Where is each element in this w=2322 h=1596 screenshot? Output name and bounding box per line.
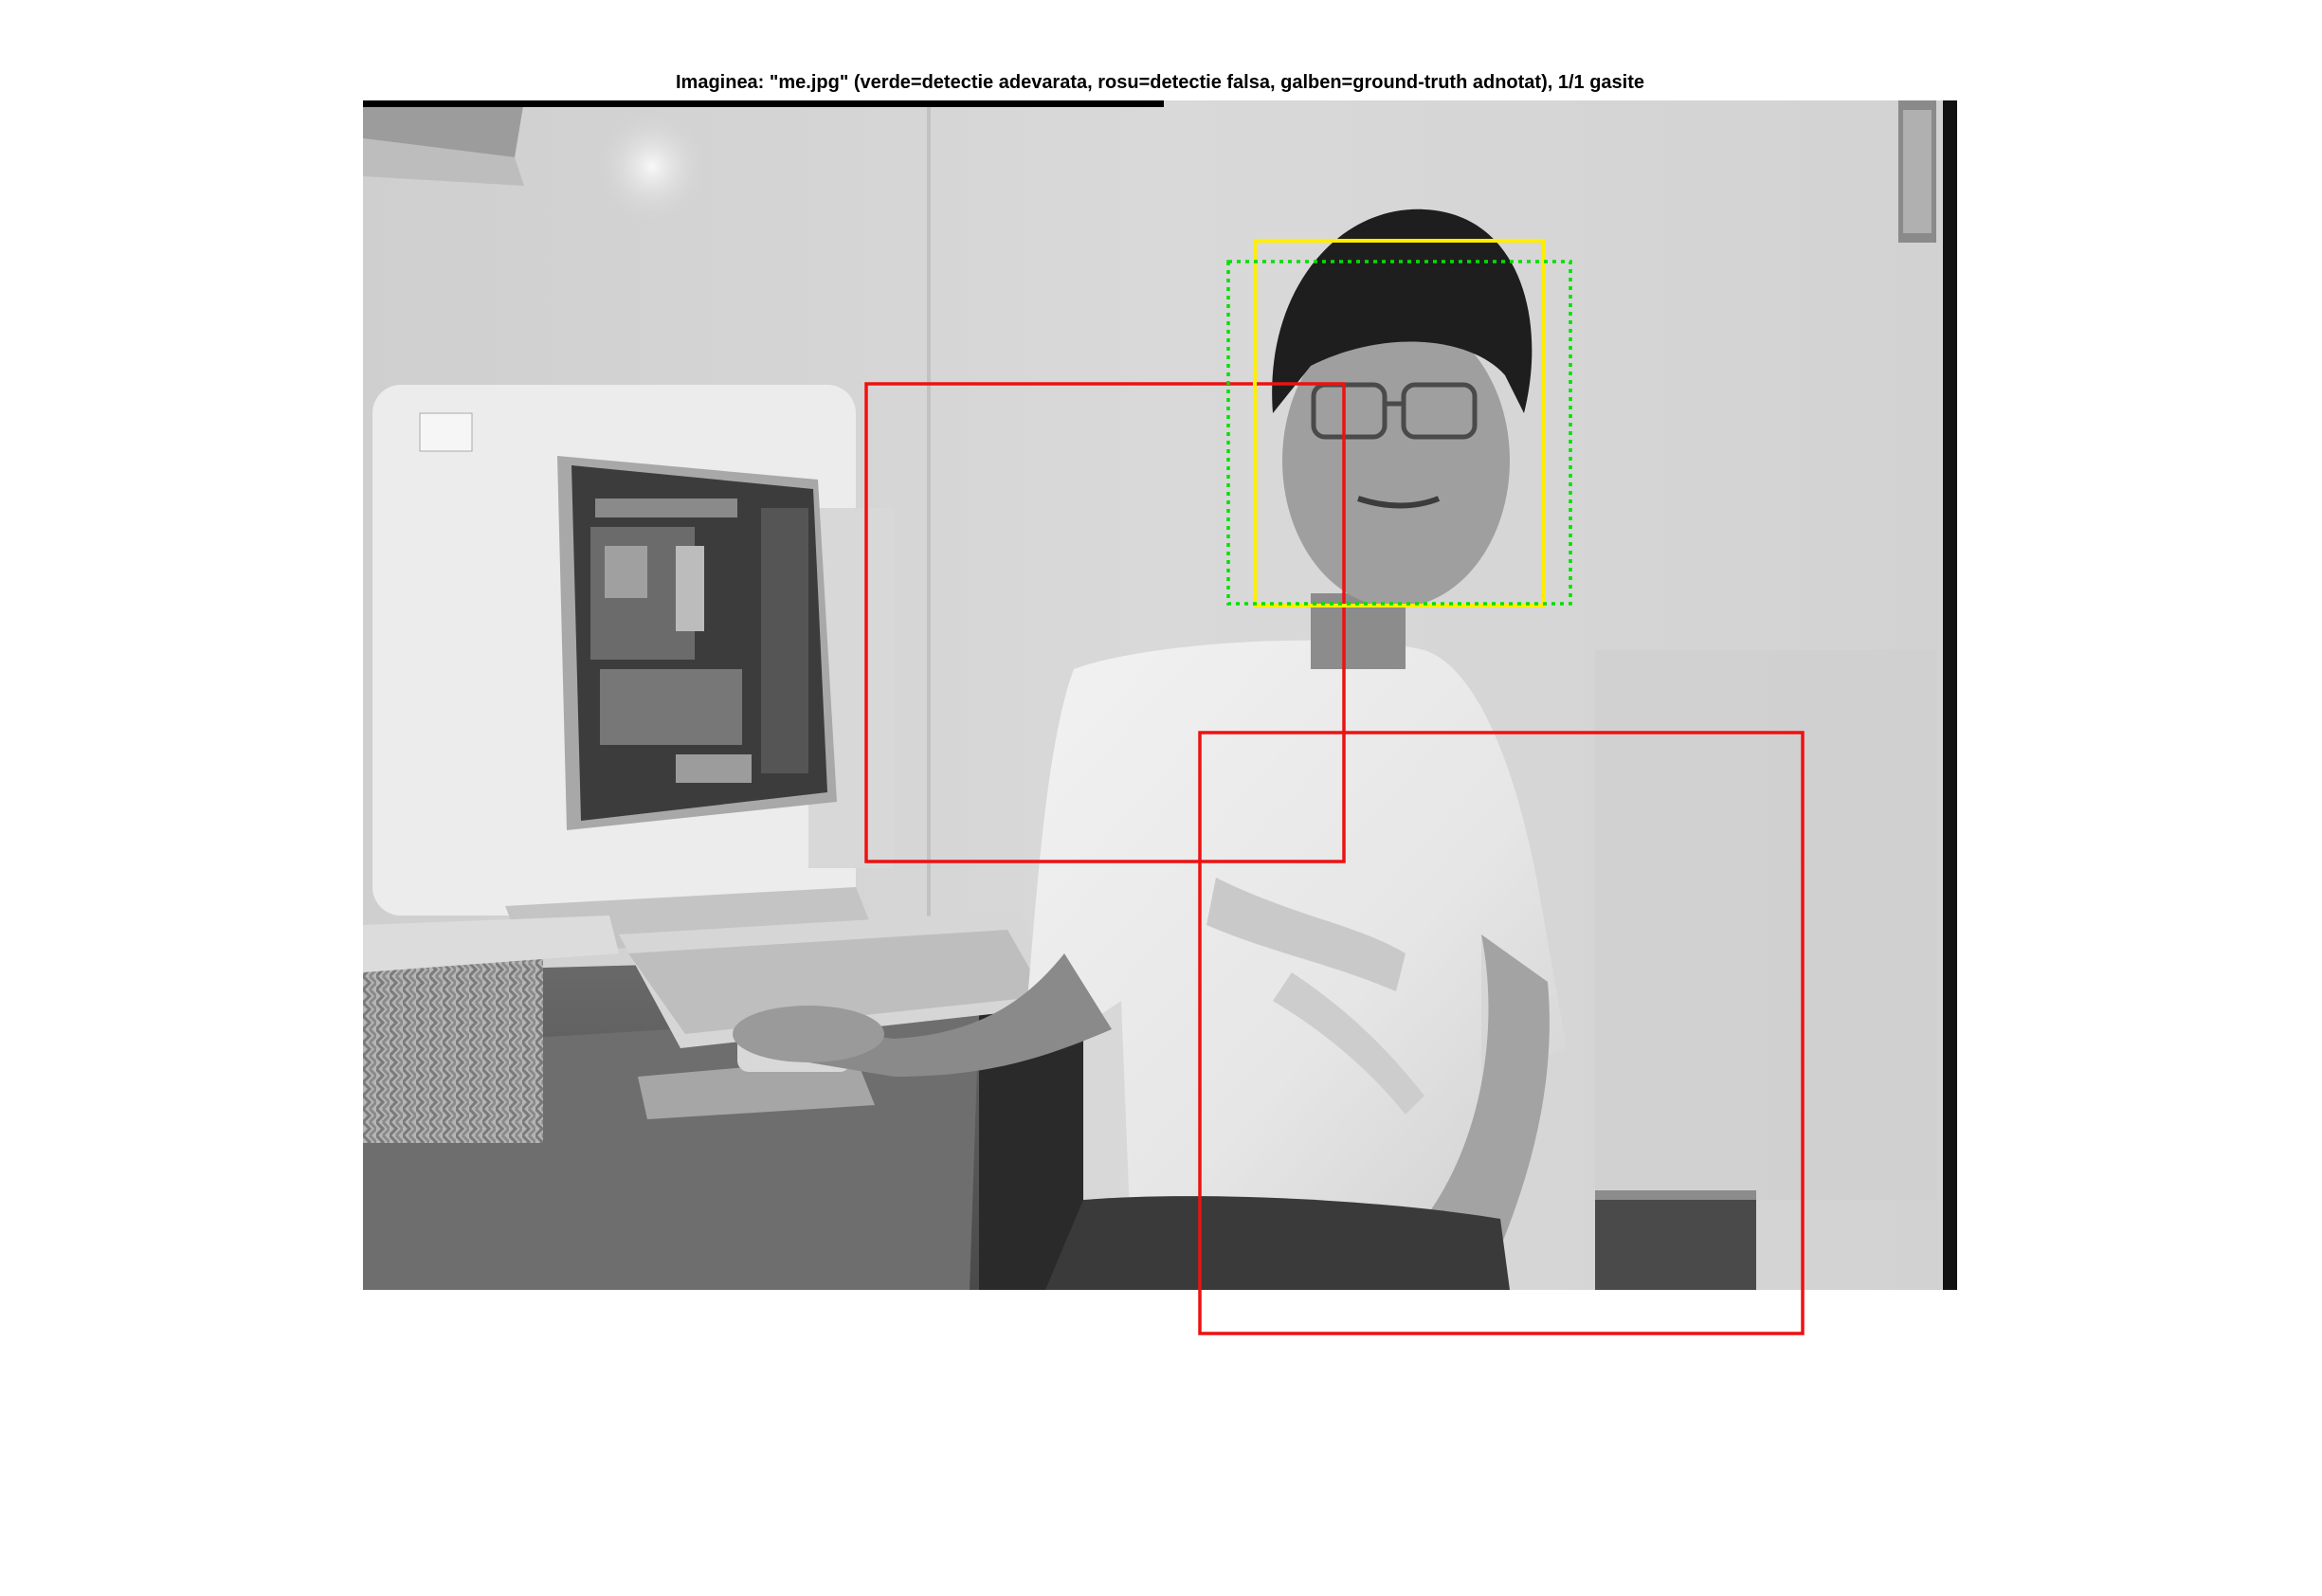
- right-dark-edge: [1943, 100, 1957, 1290]
- photo-frame: [363, 100, 1957, 1290]
- ceiling-light-glow: [595, 110, 709, 224]
- figure-title: Imaginea: "me.jpg" (verde=detectie adeva…: [675, 72, 1645, 93]
- shelf: [363, 100, 524, 157]
- grayscale-photo: [363, 100, 1957, 1290]
- person-hand: [733, 1006, 884, 1062]
